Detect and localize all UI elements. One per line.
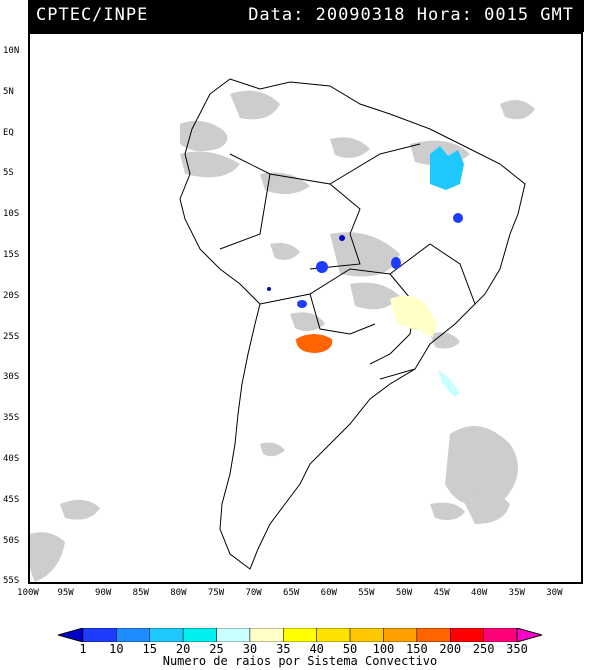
cloud-patch [500, 100, 535, 120]
app-name: CPTEC/INPE [36, 5, 149, 25]
legend-colorbar [58, 628, 542, 642]
border-line [259, 268, 416, 365]
longitude-label: 65W [283, 588, 300, 598]
longitude-label: 35W [508, 588, 525, 598]
latitude-label: 55S [3, 576, 20, 587]
cloud-patch [180, 151, 240, 178]
cloud-patch [460, 490, 510, 524]
colorbar-segment [82, 628, 117, 642]
legend-tick-label: 100 [372, 642, 395, 656]
longitude-label: 90W [95, 588, 112, 598]
cloud-patch [330, 137, 370, 158]
cloud-patch [230, 90, 280, 120]
latitude-label: 35S [3, 413, 20, 424]
colorbar-segment [182, 628, 217, 642]
legend-tick-label: 1 [79, 642, 87, 656]
latitude-label: 20S [3, 290, 20, 301]
latitude-label: 10N [3, 46, 20, 56]
colorbar-segment [249, 628, 284, 642]
cloud-patch [260, 442, 285, 457]
colorbar-segment [116, 628, 151, 642]
legend-title: Numero de raios por Sistema Convectivo [162, 654, 438, 668]
longitude-label: 45W [433, 588, 450, 598]
colorbar-segment [216, 628, 251, 642]
longitude-label: 95W [57, 588, 74, 598]
map-header: CPTEC/INPE Data: 20090318 Hora: 0015 GMT [28, 0, 584, 32]
latitude-label: 45S [3, 494, 20, 505]
latitude-label: 25S [3, 331, 20, 342]
legend-tick-label: 50 [342, 642, 358, 656]
longitude-label: 30W [546, 588, 563, 598]
longitude-label: 40W [471, 588, 488, 598]
longitude-label: 80W [170, 588, 187, 598]
latitude-label: 5N [3, 86, 14, 97]
system-blue [391, 257, 401, 269]
cloud-patch [60, 499, 100, 520]
latitude-label: 30S [3, 372, 20, 383]
border-line [379, 368, 416, 380]
latitude-label: 50S [3, 535, 20, 546]
border-line [229, 153, 361, 235]
convective-systems [267, 146, 464, 397]
latitude-label: EQ [3, 127, 14, 138]
cloud-patch [430, 502, 465, 520]
legend-tick-label: 25 [209, 642, 224, 656]
cloud-patch [30, 532, 65, 582]
date-time-label: Data: 20090318 Hora: 0015 GMT [248, 5, 574, 25]
colorbar-segment [349, 628, 384, 642]
colorbar-segment [283, 628, 317, 642]
system-blue [297, 300, 307, 308]
legend-tick-label: 40 [309, 642, 324, 656]
legend-tick-label: 35 [276, 642, 291, 656]
legend-tick-label: 200 [439, 642, 462, 656]
cloud-patch [270, 243, 300, 260]
system-light-yellow [421, 319, 437, 337]
latitude-label: 10S [3, 209, 20, 220]
legend-tick-label: 30 [242, 642, 258, 656]
system-blue [453, 213, 463, 223]
colorbar-segment [483, 628, 518, 642]
longitude-label: 55W [358, 588, 375, 598]
longitude-label: 70W [245, 588, 262, 598]
border-line [309, 293, 376, 335]
longitude-label: 75W [207, 588, 225, 598]
legend-tick-label: 350 [506, 642, 528, 656]
border-line [389, 243, 476, 305]
cloud-patch [445, 426, 518, 507]
system-cyan [430, 146, 464, 190]
colorbar-segment [149, 628, 184, 642]
legend-tick-label: 150 [406, 642, 428, 656]
colorbar-arrow-left [58, 628, 84, 642]
colorbar-segment [383, 628, 418, 642]
colorbar-segment [449, 628, 484, 642]
system-blue [339, 235, 345, 241]
system-blue [267, 287, 271, 291]
longitude-label: 60W [320, 588, 337, 598]
cloud-patch [260, 172, 310, 195]
system-orange [296, 334, 333, 353]
map-svg [30, 78, 535, 582]
map-frame [28, 32, 583, 584]
latitude-label: 40S [3, 454, 20, 464]
latitude-label: 5S [3, 168, 14, 179]
border-line [219, 173, 271, 250]
border-line [329, 143, 421, 185]
cloud-patch [430, 332, 460, 349]
south-america-outline [179, 78, 526, 570]
latitude-label: 15S [3, 250, 20, 260]
system-light-cyan [438, 369, 460, 397]
colorbar-arrow-right [516, 628, 542, 642]
cloud-patch [350, 282, 400, 310]
legend-tick-label: 20 [175, 642, 191, 656]
system-blue [316, 261, 328, 273]
longitude-label: 85W [132, 588, 149, 598]
longitude-label: 100W [17, 588, 39, 598]
longitude-label: 50W [395, 588, 413, 598]
colorbar-segment [316, 628, 351, 642]
legend-tick-label: 15 [142, 642, 157, 656]
legend-tick-label: 250 [472, 642, 495, 656]
system-light-yellow [390, 295, 435, 331]
colorbar-segment [416, 628, 451, 642]
legend-tick-label: 10 [109, 642, 124, 656]
